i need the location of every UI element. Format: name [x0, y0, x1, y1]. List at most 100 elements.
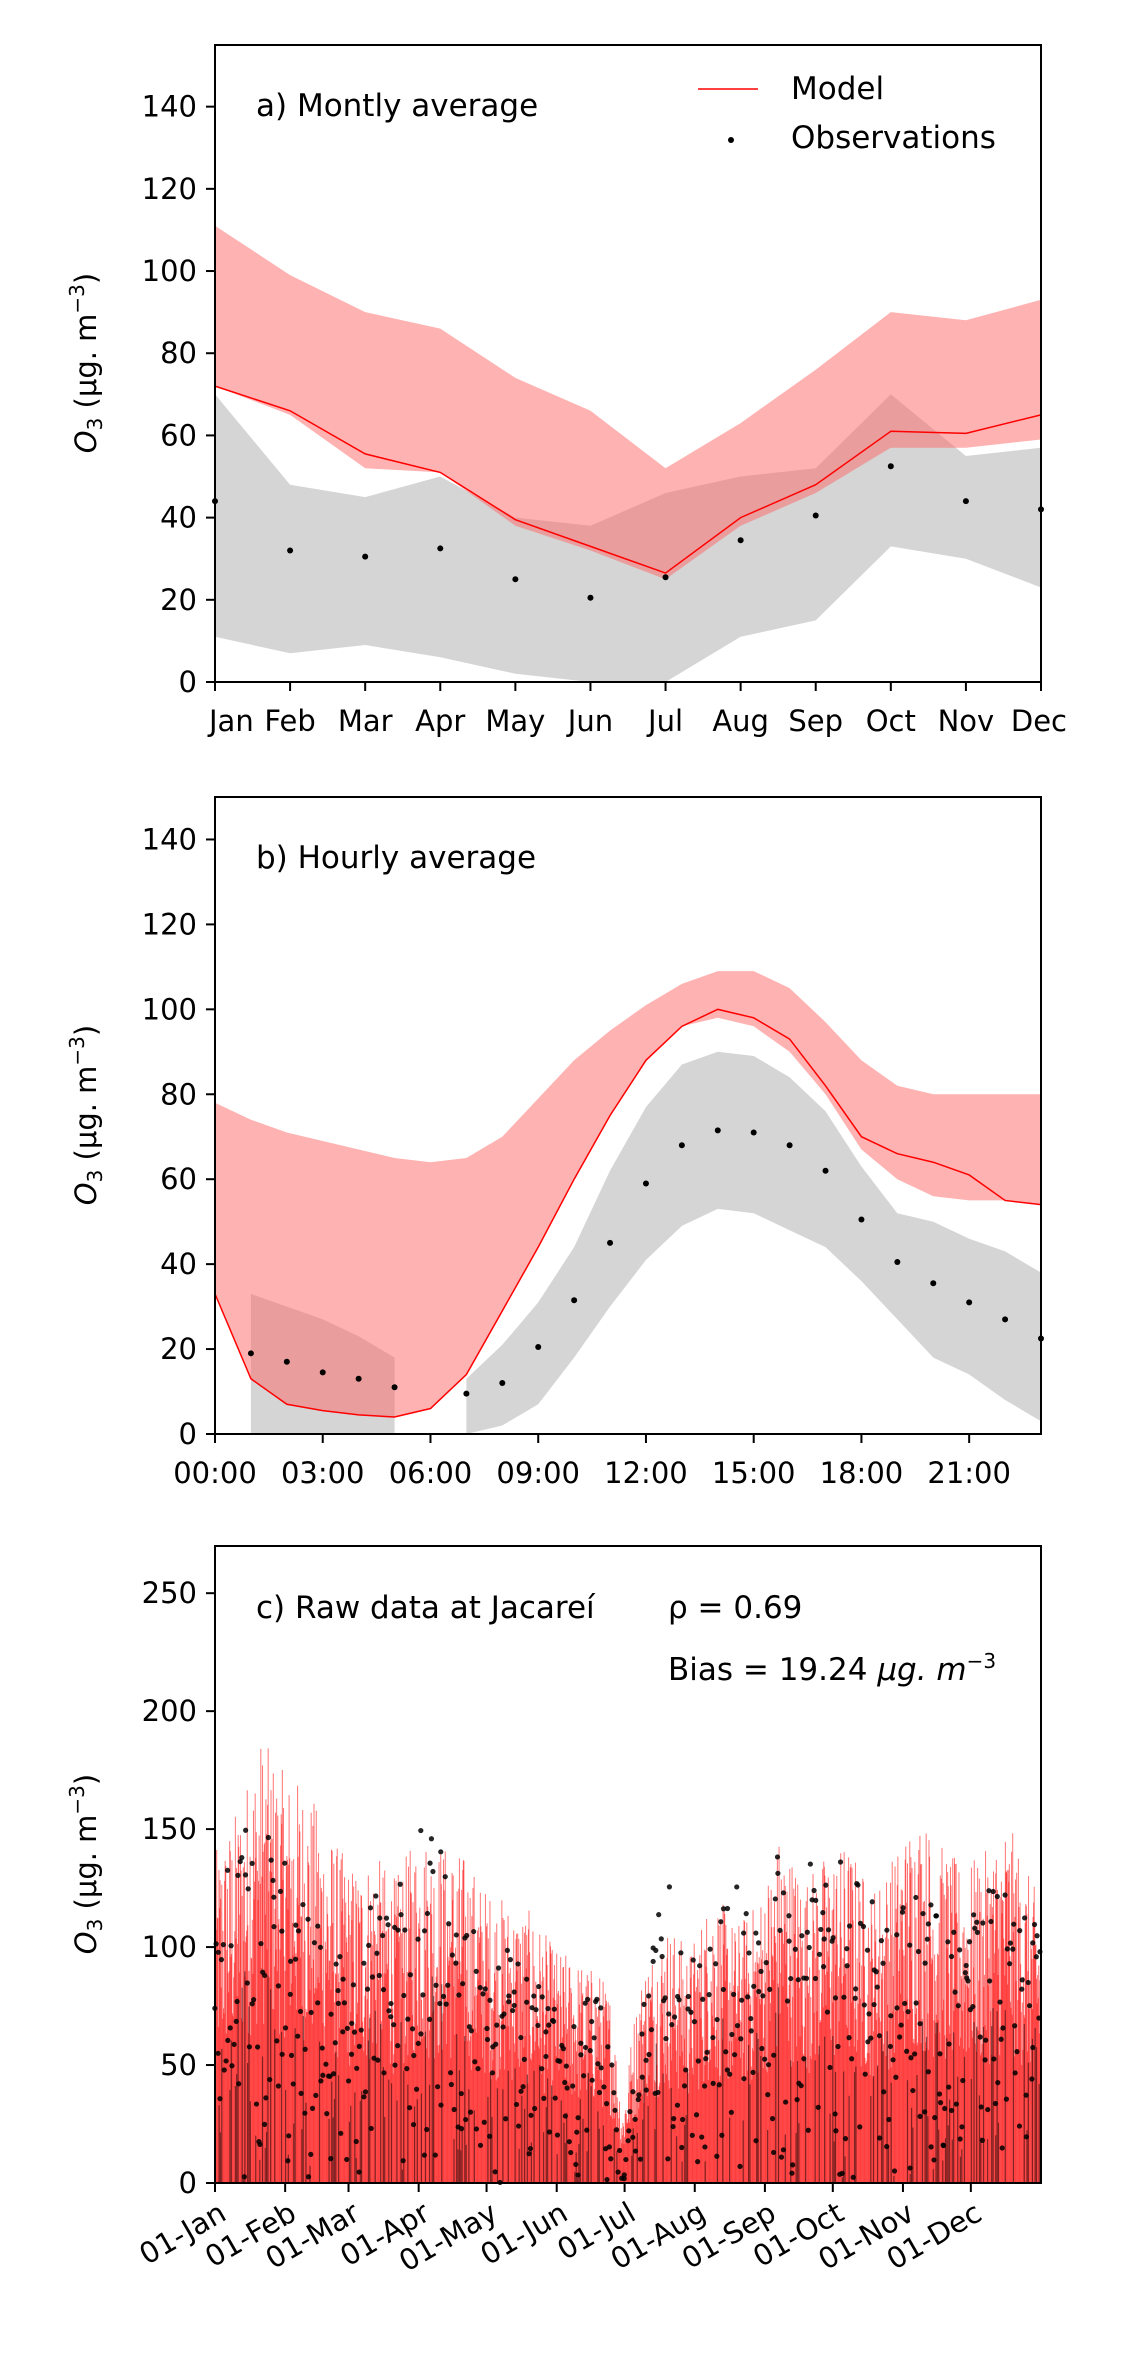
- observation-point: [866, 2011, 872, 2017]
- observation-point: [543, 2029, 549, 2035]
- observation-point: [292, 1956, 299, 1962]
- observation-point: [536, 1983, 542, 1990]
- x-tick-label: Sep: [788, 704, 843, 738]
- observation-point: [391, 1384, 398, 1391]
- observation-point: [568, 2149, 574, 2156]
- observation-point: [688, 2009, 694, 2015]
- observation-point: [801, 2056, 807, 2062]
- x-tick-label: 06:00: [389, 1456, 473, 1490]
- y-tick-label: 100: [142, 992, 197, 1026]
- observation-point: [626, 2128, 632, 2134]
- observation-point: [376, 1972, 382, 1979]
- observation-point: [980, 1920, 986, 1926]
- observation-point: [369, 1974, 376, 1980]
- observation-point: [345, 2078, 352, 2084]
- observation-point: [541, 2095, 547, 2101]
- observation-point: [340, 2029, 346, 2035]
- y-tick-label: 60: [160, 418, 197, 452]
- observation-point: [679, 2144, 685, 2151]
- y-tick-label: 40: [160, 1247, 197, 1281]
- observation-point: [570, 2083, 576, 2089]
- panel-c-label: c) Raw data at Jacareí: [256, 1590, 596, 1626]
- observation-point: [674, 2102, 681, 2108]
- observation-point: [691, 2019, 698, 2025]
- observation-point: [965, 1978, 971, 1984]
- observation-point: [337, 1954, 343, 1960]
- observation-point: [223, 2058, 229, 2064]
- x-tick-label: 00:00: [173, 1456, 257, 1490]
- observation-point: [430, 1868, 436, 1875]
- observation-point: [453, 1932, 459, 1938]
- observation-point: [574, 2129, 580, 2135]
- observation-point: [271, 1924, 277, 1930]
- observation-point: [871, 2001, 877, 2008]
- panel-a-label: a) Montly average: [256, 88, 538, 124]
- observation-point: [298, 2090, 304, 2096]
- observation-point: [659, 1953, 665, 1960]
- observation-point: [727, 2071, 733, 2077]
- observation-point: [970, 2004, 976, 2010]
- observation-point: [473, 1968, 479, 1974]
- observation-point: [966, 1939, 973, 1945]
- observation-point: [554, 2132, 561, 2138]
- observation-point: [822, 1167, 829, 1174]
- observation-point: [697, 1963, 703, 1969]
- observation-point: [775, 1870, 781, 1876]
- observation-point: [756, 1988, 762, 1995]
- observation-point: [878, 1938, 884, 1944]
- observation-point: [575, 2115, 581, 2121]
- observation-point: [1025, 1979, 1031, 1986]
- y-tick-label: 120: [142, 172, 197, 206]
- observation-point: [385, 1922, 391, 1928]
- observation-point: [265, 1834, 271, 1841]
- observation-point: [849, 2056, 855, 2062]
- observation-point: [446, 1921, 452, 1927]
- observation-point: [689, 2132, 695, 2138]
- observation-point: [807, 1861, 813, 1867]
- observation-point: [447, 2070, 454, 2076]
- observation-point: [268, 1857, 274, 1863]
- observation-point: [1010, 1946, 1016, 1952]
- observation-point: [612, 2107, 618, 2113]
- observation-point: [295, 2033, 301, 2039]
- observation-point: [627, 2109, 633, 2115]
- legend-model-label: Model: [791, 71, 884, 107]
- observation-point: [821, 1936, 827, 1942]
- observations-range-band: [466, 1051, 1041, 1434]
- observation-point: [1012, 2070, 1018, 2076]
- observation-point: [729, 2031, 735, 2038]
- observation-point: [386, 2008, 392, 2014]
- observation-point: [869, 1899, 875, 1905]
- observation-point: [812, 1975, 819, 1982]
- x-tick-label: Mar: [338, 704, 393, 738]
- observation-point: [477, 1984, 483, 1991]
- observation-point: [741, 1930, 747, 1936]
- observation-point: [282, 2025, 289, 2031]
- observation-point: [962, 498, 969, 505]
- observation-point: [648, 2027, 655, 2033]
- observation-point: [609, 2062, 615, 2068]
- y-tick-label: 120: [142, 907, 197, 941]
- observation-point: [731, 1991, 737, 1997]
- observation-point: [658, 1936, 664, 1942]
- observation-point: [420, 1992, 426, 1998]
- observation-point: [737, 537, 744, 544]
- observation-point: [282, 1860, 288, 1866]
- observation-point: [763, 1960, 769, 1966]
- observation-point: [245, 1886, 251, 1892]
- observation-point: [928, 1902, 934, 1908]
- x-tick-label: 21:00: [927, 1456, 1011, 1490]
- panel-c-correlation: ρ = 0.69: [668, 1590, 802, 1626]
- observation-point: [398, 1912, 404, 1918]
- observation-point: [361, 2094, 367, 2100]
- observation-point: [748, 2028, 754, 2034]
- observation-point: [982, 2057, 988, 2063]
- observation-point: [315, 2000, 321, 2006]
- observation-point: [288, 2052, 295, 2058]
- observation-point: [587, 2047, 593, 2054]
- observation-point: [790, 2162, 796, 2168]
- observation-point: [741, 2076, 747, 2082]
- observation-point: [356, 2043, 362, 2049]
- observation-point: [221, 2067, 227, 2073]
- observation-point: [750, 2069, 756, 2075]
